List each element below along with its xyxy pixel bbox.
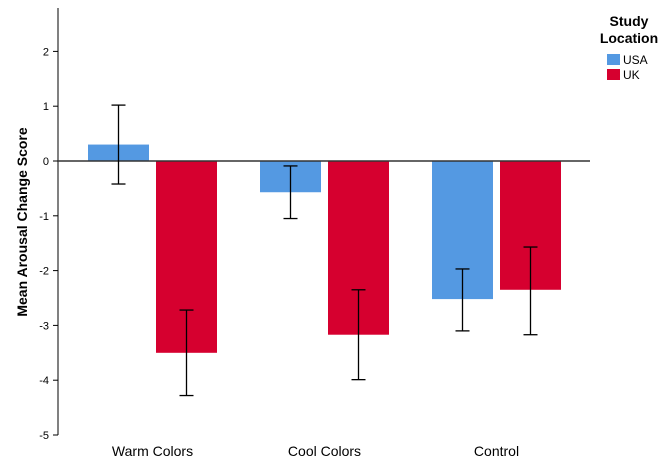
legend-label-usa: USA — [623, 53, 648, 67]
y-axis-title: Mean Arousal Change Score — [14, 127, 30, 317]
legend: Study Location USA UK — [600, 13, 658, 82]
y-tick-label: -3 — [39, 320, 49, 332]
y-tick-label: -1 — [39, 211, 49, 223]
x-category-label-cool-colors: Cool Colors — [288, 443, 361, 459]
y-tick-label: -2 — [39, 266, 49, 278]
y-tick-label: -4 — [39, 375, 49, 387]
legend-title-line-2: Location — [600, 30, 658, 46]
y-tick-label: -5 — [39, 430, 49, 442]
x-category-label-control: Control — [474, 443, 519, 459]
y-tick-label: 0 — [43, 156, 49, 168]
y-tick-label: 2 — [43, 46, 49, 58]
plot-area: 2 1 0 -1 -2 -3 -4 -5 Warm Colors Cool Colors Contr… — [39, 8, 590, 459]
y-tick-label: 1 — [43, 101, 49, 113]
legend-label-uk: UK — [623, 68, 640, 82]
legend-swatch-usa — [607, 54, 620, 65]
legend-title-line-1: Study — [610, 13, 649, 29]
x-category-label-warm-colors: Warm Colors — [112, 443, 193, 459]
legend-swatch-uk — [607, 69, 620, 80]
